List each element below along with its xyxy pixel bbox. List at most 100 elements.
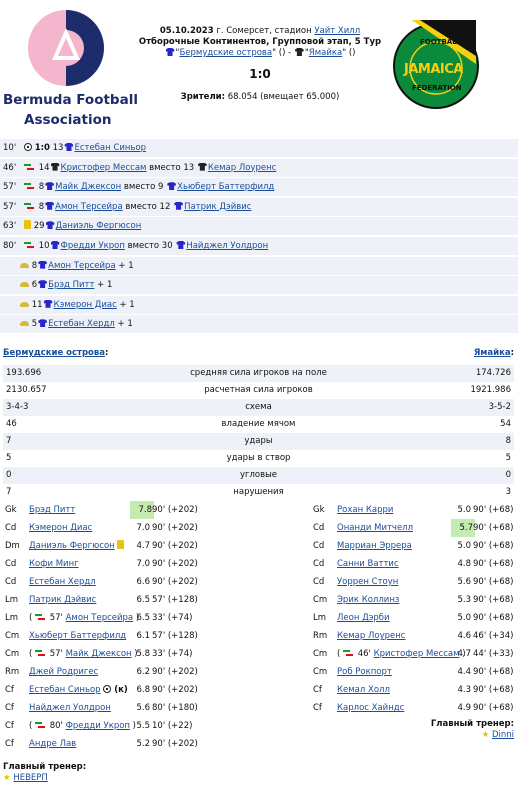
away-coach: Главный тренер: ★ Dinni [431, 719, 514, 741]
sub-minute: 46' [355, 649, 374, 659]
attendance: Зрители: 68.054 (вмещает 65.000) [130, 92, 390, 103]
player-minutes: 90' (+68) [473, 559, 514, 569]
player-link[interactable]: Марриан Эррера [337, 541, 412, 551]
player-position: Lm [313, 613, 327, 623]
player-link[interactable]: Даниэль Фергюсон [29, 541, 115, 551]
event-player-link[interactable]: Естебан Хердл [48, 319, 115, 330]
stats-away-link[interactable]: Ямайка [473, 348, 511, 358]
event-body: 5 Естебан Хердл + 1 [20, 315, 133, 333]
player-link[interactable]: Майк Джексон [65, 649, 132, 659]
player-link[interactable]: Брэд Питт [29, 505, 76, 515]
jamaica-logo-icon [393, 20, 479, 109]
away-coach-label: Главный тренер: [430, 719, 514, 729]
player-link[interactable]: Леон Дэрби [337, 613, 390, 623]
player-link[interactable]: Естебан Синьор [29, 685, 101, 695]
player-minutes: 80' (+180) [152, 703, 198, 713]
player-name-cell: ( 80' Фредди Укроп ) [29, 717, 136, 735]
goal-ball-icon [103, 685, 112, 693]
assist-boot-icon [20, 301, 29, 307]
event-player-link[interactable]: Брэд Питт [48, 280, 95, 291]
stat-home-value: 2130.657 [6, 385, 47, 395]
home-shirt-icon [45, 201, 55, 210]
event-player2-link[interactable]: Хьюберт Баттерфилд [177, 182, 275, 193]
player-position: Dm [5, 541, 20, 551]
player-position: Cm [5, 631, 20, 641]
player-link[interactable]: Рохан Карри [337, 505, 394, 515]
event-number: 8 [38, 201, 45, 212]
player-minutes: 90' (+202) [152, 523, 198, 533]
home-team-link[interactable]: Бермудские острова [179, 48, 273, 58]
player-link[interactable]: Кемал Холл [337, 685, 390, 695]
player-position: Cm [313, 595, 328, 605]
player-position: Cd [313, 559, 325, 569]
lineup-row: Cd Уоррен Стоун 5.6 90' (+68) [313, 573, 518, 591]
player-minutes: 90' (+68) [473, 541, 514, 551]
event-player2-link[interactable]: Кемар Лоуренс [207, 162, 277, 173]
player-link[interactable]: Роб Рокпорт [337, 667, 392, 677]
away-coach-link[interactable]: Dinni [491, 730, 514, 740]
stat-row: схема 3-4-3 3-5-2 [3, 399, 514, 416]
player-link[interactable]: Уоррен Стоун [337, 577, 399, 587]
event-number: 13 [52, 143, 64, 153]
home-shirt-icon [43, 299, 53, 308]
home-logo-line1: Bermuda Football [3, 92, 138, 108]
event-player-link[interactable]: Фредди Укроп [60, 241, 125, 251]
stats-home-link[interactable]: Бермудские острова [3, 348, 106, 358]
player-link[interactable]: Хьюберт Баттерфилд [29, 631, 127, 641]
player-link[interactable]: Кофи Минг [29, 559, 79, 569]
event-player-link[interactable]: Майк Джексон [55, 182, 122, 193]
event-player-link[interactable]: Амон Терсейра [48, 260, 116, 271]
player-position: Cd [5, 559, 17, 569]
player-link[interactable]: Эрик Коллинз [337, 595, 400, 605]
player-minutes: 33' (+74) [152, 649, 193, 659]
sub-close: ) [129, 721, 137, 731]
player-link[interactable]: Санни Ваттис [337, 559, 399, 569]
player-link[interactable]: Патрик Дэйвис [29, 595, 97, 605]
lineup-row: Cd Санни Ваттис 4.8 90' (+68) [313, 555, 518, 573]
event-player-link[interactable]: Естебан Синьор [74, 143, 147, 153]
player-name-cell: ( 57' Амон Терсейра ) [29, 609, 139, 627]
player-name-cell: ( 57' Майк Джексон ) [29, 645, 138, 663]
match-header: 05.10.2023 г. Сомерсет, стадион Уайт Хил… [130, 26, 390, 103]
player-position: Cm [313, 649, 328, 659]
home-coach-link[interactable]: НЕВЕРП [13, 773, 48, 783]
event-player-link[interactable]: Амон Терсейра [55, 201, 123, 212]
stat-away-value: 8 [505, 436, 511, 446]
player-link[interactable]: Амон Терсейра [65, 613, 134, 623]
player-link[interactable]: Онанди Митчелл [337, 523, 414, 533]
event-player2-link[interactable]: Патрик Дэйвис [184, 201, 252, 212]
player-link[interactable]: Естебан Хердл [29, 577, 96, 587]
lineup-row: Cm ( 57' Майк Джексон ) 5.8 33' (+74) [5, 645, 255, 663]
away-team-link[interactable]: Ямайка [308, 48, 343, 58]
event-row: 11 Кэмерон Диас + 1 [0, 295, 518, 314]
stat-away-value: 1921.986 [470, 385, 511, 395]
lineup-row: Cf Найджел Уолдрон 5.6 80' (+180) [5, 699, 255, 717]
event-player-link[interactable]: Даниэль Фергюсон [55, 221, 142, 232]
venue-link[interactable]: Уайт Хилл [314, 26, 361, 36]
stat-row: расчетная сила игроков 2130.657 1921.986 [3, 382, 514, 399]
player-link[interactable]: Фредди Укроп [65, 721, 130, 731]
player-rating: 4.9 [457, 703, 471, 713]
event-player-link[interactable]: Кристофер Мессам [60, 162, 147, 173]
player-link[interactable]: Андре Лав [29, 739, 77, 749]
event-player-link[interactable]: Кэмерон Диас [53, 299, 117, 310]
event-player2-link[interactable]: Найджел Уолдрон [186, 241, 269, 251]
player-link[interactable]: Кристофер Мессам [373, 649, 460, 659]
player-rating: 5.5 [136, 721, 150, 731]
tournament: Отборочные Континентов, Групповой этап, … [138, 37, 382, 47]
player-link[interactable]: Джей Родригес [29, 667, 99, 677]
player-link[interactable]: Кемар Лоуренс [337, 631, 406, 641]
player-link[interactable]: Найджел Уолдрон [29, 703, 111, 713]
player-rating: 7.8 [130, 501, 154, 519]
away-shirt-icon [294, 48, 304, 56]
star-icon: ★ [3, 773, 11, 783]
player-rating: 6.2 [136, 667, 150, 677]
stat-label: расчетная сила игроков [204, 385, 313, 395]
player-link[interactable]: Кэмерон Диас [29, 523, 93, 533]
player-name-cell: Рохан Карри [337, 501, 393, 519]
player-position: Cd [5, 523, 17, 533]
event-plus: + 1 [94, 280, 113, 291]
player-link[interactable]: Карлос Хайндс [337, 703, 405, 713]
player-rating: 6.1 [136, 631, 150, 641]
substitution-icon [24, 182, 34, 190]
